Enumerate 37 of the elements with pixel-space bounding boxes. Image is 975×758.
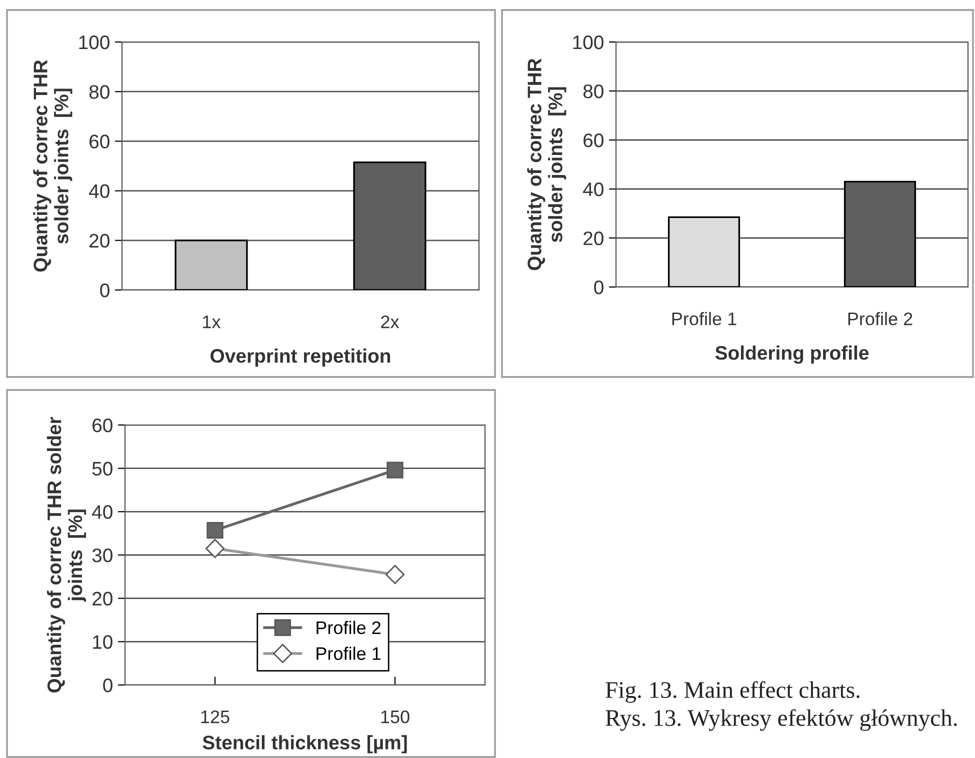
point xyxy=(206,522,224,539)
y-tick-label: 80 xyxy=(583,84,604,98)
legend-label: Profile 1 xyxy=(316,646,381,660)
y-tick-label: 100 xyxy=(573,35,604,50)
x-axis-title: Stencil thickness [µm] xyxy=(202,735,407,754)
y-tick-label: 80 xyxy=(89,85,110,99)
x-axis-title: Overprint repetition xyxy=(210,348,390,367)
y-tick-label: 40 xyxy=(92,505,112,519)
y-tick-label: 40 xyxy=(583,182,604,196)
caption: Fig. 13. Main effect charts. xyxy=(606,681,860,703)
y-tick-label: 20 xyxy=(92,592,112,606)
y-tick-label: 0 xyxy=(594,280,604,294)
y-tick-label: 10 xyxy=(93,635,112,649)
y-axis-title: Quantity of correc THR solder joints [%] xyxy=(33,60,72,272)
y-tick-label: 60 xyxy=(584,133,604,148)
y-tick-label: 50 xyxy=(92,462,112,476)
x-tick-label: 1x xyxy=(203,316,221,328)
y-axis-title: Quantity of correc THR solder joints [%] xyxy=(527,58,566,270)
y-tick-label: 20 xyxy=(584,231,604,246)
x-tick-label: 125 xyxy=(201,710,230,724)
x-tick-label: Profile 1 xyxy=(672,312,736,326)
point xyxy=(386,462,404,478)
x-tick-label: 150 xyxy=(381,710,410,724)
x-axis-title: Soldering profile xyxy=(715,346,869,364)
y-axis-title: Quantity of correc THR solder joints [%] xyxy=(46,416,86,692)
x-tick-label: Profile 2 xyxy=(848,312,912,326)
text: Rys. 13. Wykresy efektów głównych. xyxy=(606,709,957,731)
legend-label: Profile 2 xyxy=(316,620,380,634)
y-tick-label: 20 xyxy=(90,234,110,248)
y-tick-label: 30 xyxy=(92,548,112,562)
y-tick-label: 0 xyxy=(100,283,110,298)
y-tick-label: 60 xyxy=(90,134,110,148)
y-tick-label: 40 xyxy=(89,184,110,198)
x-tick-label: 2x xyxy=(381,315,400,328)
y-tick-label: 60 xyxy=(92,418,112,432)
y-tick-label: 100 xyxy=(79,35,110,50)
y-tick-label: 0 xyxy=(103,678,112,692)
